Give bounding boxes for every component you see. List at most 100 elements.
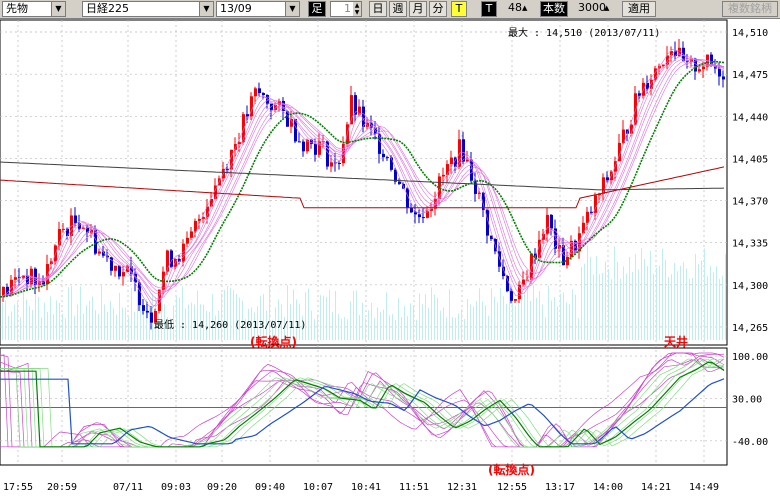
- down-candle: [554, 228, 557, 249]
- osc-magenta-line: [0, 352, 725, 448]
- down-candle: [386, 157, 389, 159]
- up-candle: [630, 124, 633, 134]
- up-candle: [614, 161, 617, 172]
- count-value: 48: [508, 1, 522, 14]
- period-week-button[interactable]: 週: [389, 1, 407, 17]
- down-candle: [486, 209, 489, 236]
- down-candle: [398, 181, 401, 184]
- volume-bar: [464, 318, 465, 340]
- period-month-button[interactable]: 月: [409, 1, 427, 17]
- up-candle: [586, 211, 589, 223]
- down-candle: [474, 180, 477, 194]
- t-button[interactable]: T: [451, 1, 467, 17]
- apply-button[interactable]: 適用: [622, 1, 656, 17]
- down-candle: [490, 235, 493, 240]
- down-candle: [326, 141, 329, 167]
- oscillator-panel-frame: [0, 347, 728, 466]
- symbol-select[interactable]: 日経225 ▼: [82, 1, 214, 17]
- up-candle: [182, 243, 185, 262]
- up-candle: [566, 256, 569, 266]
- count-spinner-icon[interactable]: ▲: [522, 4, 528, 12]
- volume-bar: [170, 318, 171, 340]
- period-day-button[interactable]: 日: [369, 1, 387, 17]
- category-select[interactable]: 先物 ▼: [2, 1, 66, 17]
- volume-bar: [281, 304, 282, 340]
- volume-bar: [122, 307, 123, 340]
- symbol-value: 日経225: [86, 2, 129, 15]
- chevron-down-icon[interactable]: ▼: [51, 2, 65, 16]
- up-candle: [666, 55, 669, 65]
- volume-bar: [269, 286, 270, 340]
- chevron-down-icon[interactable]: ▼: [199, 2, 213, 16]
- down-candle: [178, 259, 181, 262]
- down-candle: [286, 110, 289, 127]
- up-candle: [582, 222, 585, 234]
- up-candle: [98, 251, 101, 254]
- volume-bar: [671, 274, 672, 340]
- volume-bar: [353, 290, 354, 340]
- down-candle: [26, 275, 29, 285]
- volume-bar: [524, 292, 525, 340]
- bar-type-button[interactable]: 足: [308, 1, 326, 17]
- volume-bar: [692, 277, 693, 340]
- volume-bar: [551, 300, 552, 340]
- volume-bar: [47, 311, 48, 340]
- volume-bar: [227, 286, 228, 340]
- multi-symbol-button[interactable]: 複数銘柄: [722, 1, 778, 17]
- osc-lightgreen-line: [0, 358, 725, 448]
- volume-bar: [686, 268, 687, 340]
- annotation-turning-point-bottom: (転換点): [488, 463, 535, 477]
- down-candle: [66, 228, 69, 236]
- volume-bar: [380, 311, 381, 340]
- long-moving-average: [0, 161, 725, 191]
- contract-select[interactable]: 13/09 ▼: [216, 1, 300, 17]
- up-candle: [50, 261, 53, 265]
- chevron-down-icon[interactable]: ▼: [285, 2, 299, 16]
- volume-bar: [29, 305, 30, 340]
- down-candle: [674, 51, 677, 57]
- time-tick-label: 20:59: [47, 482, 77, 493]
- down-candle: [590, 211, 593, 213]
- volume-bar: [479, 288, 480, 340]
- price-tick-label: 14,405: [732, 154, 768, 165]
- volume-bar: [257, 306, 258, 340]
- volume-bar: [251, 307, 252, 340]
- volume-bar: [203, 304, 204, 340]
- up-candle: [30, 268, 33, 285]
- volume-bar: [113, 308, 114, 340]
- volume-bar: [434, 294, 435, 340]
- up-candle: [58, 228, 61, 246]
- down-candle: [246, 114, 249, 117]
- volume-bar: [395, 319, 396, 340]
- volume-bar: [275, 307, 276, 340]
- period-minute-button[interactable]: 分: [429, 1, 447, 17]
- volume-bar: [668, 277, 669, 340]
- down-candle: [18, 277, 21, 279]
- volume-bar: [425, 294, 426, 340]
- volume-bar: [356, 290, 357, 340]
- volume-bar: [605, 261, 606, 340]
- volume-bar: [581, 267, 582, 340]
- spinner-arrows-icon[interactable]: ▲ ▼: [353, 2, 361, 16]
- count-button[interactable]: 本数: [540, 1, 568, 17]
- up-candle: [478, 192, 481, 194]
- volume-bar: [371, 302, 372, 340]
- volume-bar: [197, 290, 198, 340]
- volume-bar: [413, 305, 414, 340]
- bars-spinner-icon[interactable]: ▲: [604, 4, 610, 12]
- volume-bar: [32, 310, 33, 340]
- time-tick-label: 14:00: [593, 482, 623, 493]
- up-candle: [62, 228, 65, 230]
- interval-spinner[interactable]: 1 ▲ ▼: [330, 1, 362, 17]
- volume-bar: [116, 314, 117, 340]
- up-candle: [526, 279, 529, 281]
- t2-button[interactable]: T: [481, 1, 497, 17]
- volume-bar: [680, 265, 681, 340]
- up-candle: [654, 68, 657, 80]
- volume-bar: [614, 246, 615, 340]
- volume-bar: [92, 296, 93, 340]
- volume-bar: [602, 272, 603, 340]
- up-candle: [70, 215, 73, 236]
- up-candle: [602, 177, 605, 194]
- time-tick-label: 10:41: [351, 482, 381, 493]
